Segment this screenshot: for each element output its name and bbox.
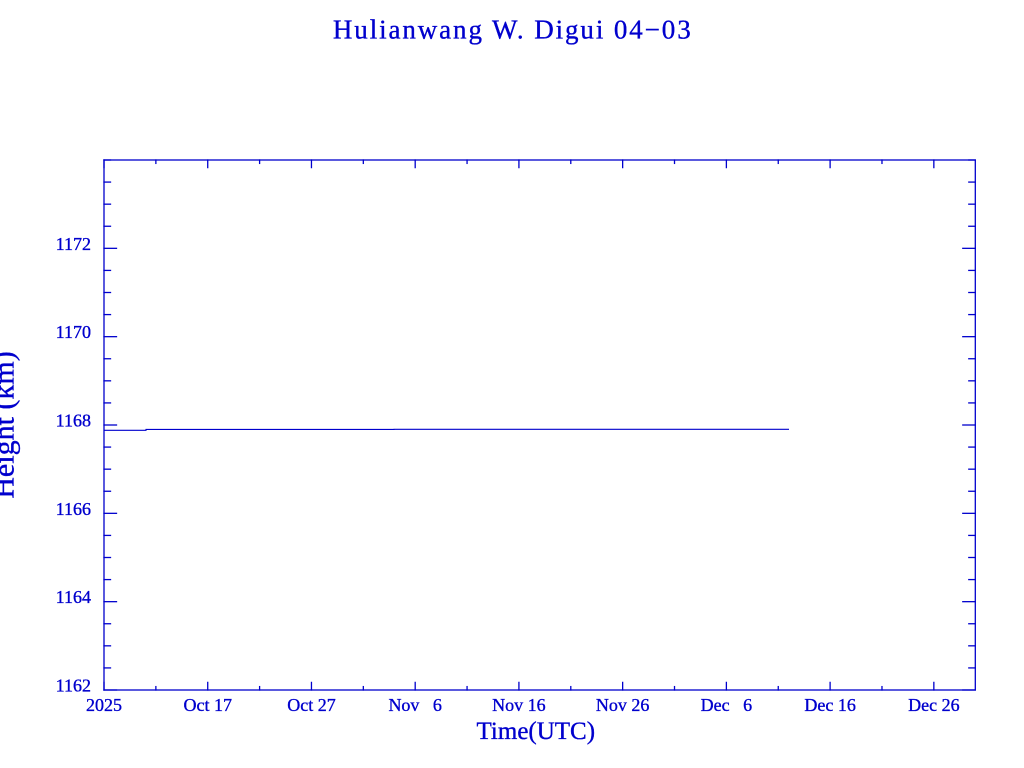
svg-text:1166: 1166 bbox=[56, 499, 91, 519]
svg-text:Nov 26: Nov 26 bbox=[596, 695, 650, 715]
svg-text:Time(UTC): Time(UTC) bbox=[477, 718, 596, 745]
svg-text:Dec 26: Dec 26 bbox=[908, 695, 959, 715]
svg-text:Oct 27: Oct 27 bbox=[287, 695, 336, 715]
svg-text:2025: 2025 bbox=[86, 695, 122, 715]
svg-text:Dec 16: Dec 16 bbox=[804, 695, 855, 715]
svg-text:Height (km): Height (km) bbox=[0, 351, 21, 498]
svg-text:Oct 17: Oct 17 bbox=[183, 695, 232, 715]
svg-text:Nov 16: Nov 16 bbox=[492, 695, 546, 715]
svg-text:Hulianwang W. Digui 04−03: Hulianwang W. Digui 04−03 bbox=[333, 15, 693, 45]
svg-text:1168: 1168 bbox=[56, 411, 91, 431]
svg-text:1164: 1164 bbox=[56, 587, 91, 607]
svg-text:1162: 1162 bbox=[56, 676, 91, 696]
svg-text:Dec 6: Dec 6 bbox=[701, 695, 752, 715]
svg-text:1170: 1170 bbox=[56, 322, 91, 342]
svg-text:1172: 1172 bbox=[56, 234, 91, 254]
svg-text:Nov 6: Nov 6 bbox=[388, 695, 442, 715]
